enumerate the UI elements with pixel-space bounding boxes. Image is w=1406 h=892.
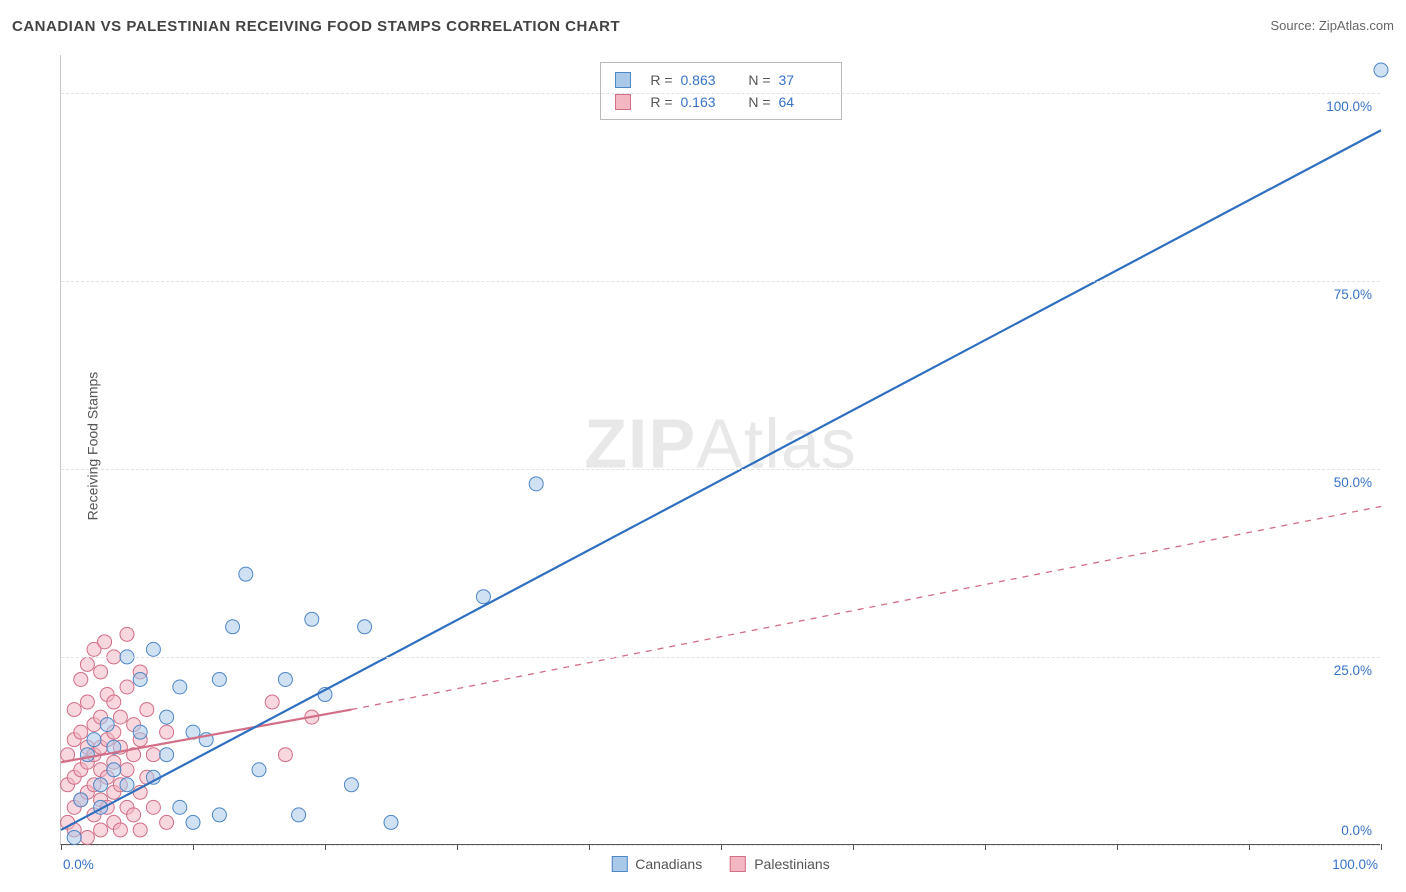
x-tick-label: 100.0% (1332, 857, 1378, 872)
x-tick (1249, 844, 1250, 850)
data-point (80, 657, 94, 671)
plot-area: ZIPAtlas R = 0.863 N = 37 R = 0.163 N = … (60, 55, 1380, 845)
data-point (186, 815, 200, 829)
data-point (226, 620, 240, 634)
x-tick (1117, 844, 1118, 850)
data-point (107, 695, 121, 709)
data-point (160, 725, 174, 739)
header: CANADIAN VS PALESTINIAN RECEIVING FOOD S… (12, 18, 1394, 48)
x-tick (1381, 844, 1382, 850)
swatch-palestinians (730, 856, 746, 872)
data-point (173, 680, 187, 694)
data-point (98, 635, 112, 649)
y-tick-label: 0.0% (1341, 823, 1372, 838)
y-tick-label: 100.0% (1326, 99, 1372, 114)
data-point (529, 477, 543, 491)
data-point (94, 665, 108, 679)
data-point (160, 710, 174, 724)
trend-line (351, 506, 1381, 709)
data-point (160, 815, 174, 829)
data-point (120, 627, 134, 641)
data-point (94, 823, 108, 837)
swatch-canadians (611, 856, 627, 872)
data-point (212, 808, 226, 822)
data-point (160, 748, 174, 762)
data-point (140, 703, 154, 717)
data-point (67, 830, 81, 844)
data-point (146, 800, 160, 814)
series-legend: Canadians Palestinians (611, 856, 829, 872)
x-tick (589, 844, 590, 850)
data-point (265, 695, 279, 709)
data-point (127, 808, 141, 822)
x-tick (721, 844, 722, 850)
gridline (61, 93, 1380, 94)
data-point (80, 830, 94, 844)
x-tick (193, 844, 194, 850)
data-point (74, 672, 88, 686)
legend-item-canadians: Canadians (611, 856, 702, 872)
data-point (146, 642, 160, 656)
y-tick-label: 75.0% (1334, 287, 1372, 302)
data-point (94, 778, 108, 792)
x-tick (61, 844, 62, 850)
data-point (476, 590, 490, 604)
data-point (80, 695, 94, 709)
data-point (278, 672, 292, 686)
data-point (120, 680, 134, 694)
data-point (107, 763, 121, 777)
scatter-svg (61, 55, 1380, 844)
gridline (61, 281, 1380, 282)
data-point (239, 567, 253, 581)
data-point (74, 793, 88, 807)
y-tick-label: 25.0% (1334, 663, 1372, 678)
x-tick (853, 844, 854, 850)
data-point (212, 672, 226, 686)
gridline (61, 657, 1380, 658)
data-point (80, 748, 94, 762)
gridline (61, 469, 1380, 470)
data-point (67, 703, 81, 717)
x-tick (985, 844, 986, 850)
data-point (292, 808, 306, 822)
source-label: Source: ZipAtlas.com (1270, 18, 1394, 33)
x-tick-label: 0.0% (63, 857, 94, 872)
legend-item-palestinians: Palestinians (730, 856, 830, 872)
data-point (133, 672, 147, 686)
data-point (173, 800, 187, 814)
data-point (278, 748, 292, 762)
data-point (87, 733, 101, 747)
data-point (146, 748, 160, 762)
data-point (100, 718, 114, 732)
chart-title: CANADIAN VS PALESTINIAN RECEIVING FOOD S… (12, 18, 620, 35)
data-point (120, 763, 134, 777)
data-point (384, 815, 398, 829)
data-point (133, 725, 147, 739)
data-point (133, 823, 147, 837)
data-point (113, 710, 127, 724)
x-tick (457, 844, 458, 850)
chart-container: CANADIAN VS PALESTINIAN RECEIVING FOOD S… (0, 0, 1406, 892)
y-tick-label: 50.0% (1334, 475, 1372, 490)
data-point (344, 778, 358, 792)
data-point (305, 612, 319, 626)
x-tick (325, 844, 326, 850)
data-point (358, 620, 372, 634)
data-point (252, 763, 266, 777)
data-point (1374, 63, 1388, 77)
trend-line (61, 130, 1381, 830)
data-point (120, 778, 134, 792)
data-point (113, 823, 127, 837)
data-point (74, 725, 88, 739)
